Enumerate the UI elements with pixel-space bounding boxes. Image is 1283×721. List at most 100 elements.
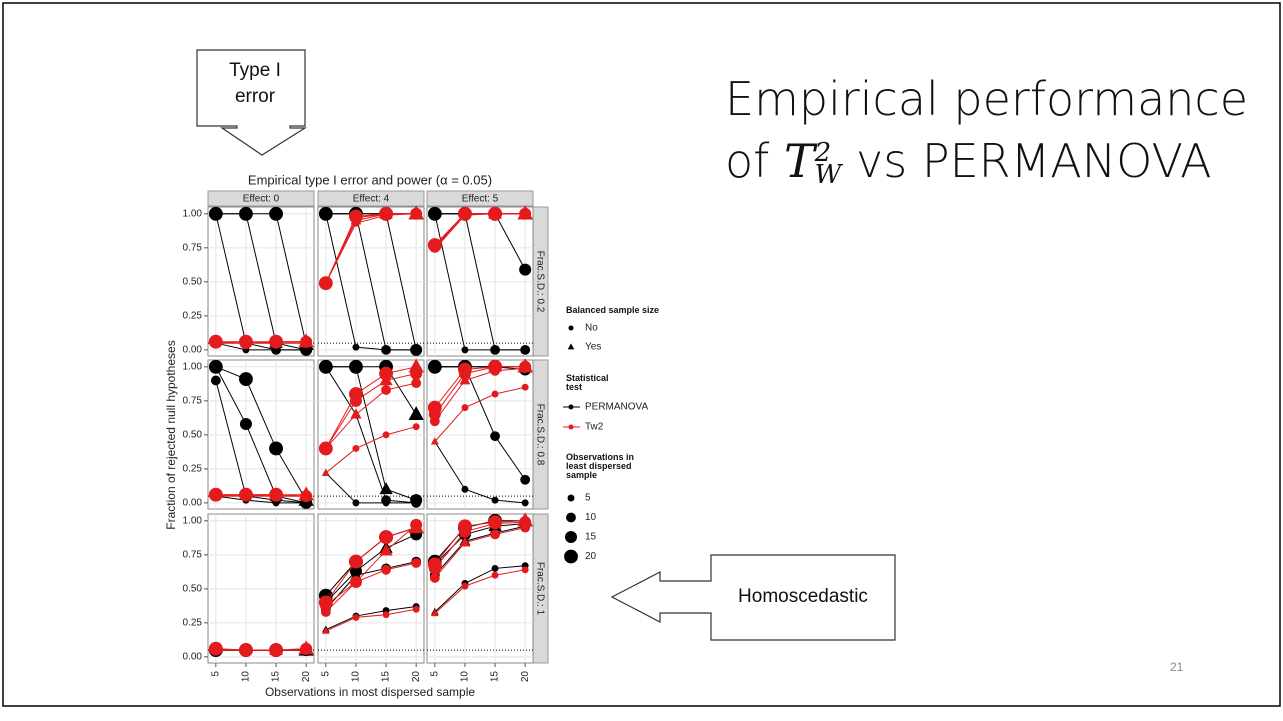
data-point <box>382 611 390 619</box>
data-point <box>459 536 471 547</box>
series-line <box>325 524 417 606</box>
data-point <box>239 487 253 502</box>
series-line <box>434 569 526 614</box>
data-point <box>427 359 442 374</box>
series-line <box>215 213 307 345</box>
title-math: T <box>783 134 815 188</box>
legend-title: Statistical test <box>566 373 609 392</box>
facet-label: Frac.S.D.: 0.2 <box>534 251 545 313</box>
data-point <box>431 609 439 617</box>
data-point <box>517 358 533 373</box>
series-line <box>215 494 307 497</box>
facet-label: Effect: 0 <box>243 194 280 205</box>
legend-size <box>567 494 575 502</box>
data-point <box>491 571 499 579</box>
legend-label: Tw2 <box>585 422 604 433</box>
data-point <box>461 582 469 590</box>
data-point <box>379 482 393 495</box>
slide-frame <box>2 2 1281 707</box>
data-point <box>350 408 362 419</box>
series-line <box>325 366 417 415</box>
data-point <box>490 431 500 442</box>
data-point <box>429 573 440 583</box>
facet-label: Frac.S.D.: 1 <box>534 562 545 616</box>
data-point <box>461 485 469 493</box>
legend-title: Observations in least dispersed sample <box>566 452 635 480</box>
legend-label: 5 <box>585 493 591 504</box>
y-tick-label: 0.25 <box>183 310 203 321</box>
data-point <box>517 512 533 527</box>
facet-strip <box>207 190 315 207</box>
data-point <box>379 206 393 221</box>
series-line <box>434 386 526 442</box>
callout-text: Homoscedastic <box>738 586 868 607</box>
x-tick-label: 20 <box>301 671 312 683</box>
legend-label: Yes <box>585 342 601 353</box>
x-tick-label: 5 <box>320 671 331 677</box>
data-point <box>352 444 360 452</box>
data-point <box>352 613 360 621</box>
data-point <box>318 276 333 291</box>
x-tick-label: 10 <box>241 671 252 683</box>
data-point <box>208 641 223 656</box>
x-tick-label: 15 <box>490 671 501 683</box>
y-tick-label: 1.00 <box>183 208 203 219</box>
data-point <box>352 499 360 507</box>
data-point <box>411 558 422 568</box>
legend-label: 15 <box>585 532 597 543</box>
callout-arrow-down <box>196 49 308 156</box>
data-point <box>408 519 424 534</box>
y-tick-label: 0.50 <box>183 276 203 287</box>
data-point <box>349 554 363 569</box>
data-point <box>352 343 360 351</box>
legend-size <box>564 549 578 564</box>
data-point <box>461 404 469 412</box>
y-tick-label: 0.75 <box>183 549 203 560</box>
data-point <box>458 519 472 534</box>
data-point <box>412 605 420 613</box>
data-point <box>381 344 391 355</box>
data-point <box>517 205 533 220</box>
data-point <box>381 564 391 575</box>
legend-symbol <box>568 424 574 430</box>
legend-symbol <box>567 343 575 350</box>
data-point <box>521 566 529 574</box>
data-point <box>208 206 223 221</box>
title-sup: 2 <box>814 138 832 168</box>
data-point <box>490 529 500 540</box>
y-axis-label: Fraction of rejected null hypotheses <box>164 340 178 529</box>
data-point <box>208 487 223 502</box>
title-text: Empirical performance of <box>725 72 1249 188</box>
data-point <box>349 209 363 224</box>
data-point <box>318 441 333 456</box>
x-axis-label: Observations in most dispersed sample <box>265 685 475 699</box>
data-point <box>322 626 330 634</box>
data-point <box>427 557 442 572</box>
data-point <box>210 375 221 386</box>
series-line <box>325 606 417 631</box>
y-tick-label: 1.00 <box>183 361 203 372</box>
legend-label: 10 <box>585 512 597 523</box>
series-line <box>325 366 417 504</box>
data-point <box>491 496 499 504</box>
data-point <box>318 359 333 374</box>
facet-strip <box>426 190 534 207</box>
data-point <box>208 334 223 349</box>
data-point <box>491 390 499 398</box>
y-tick-label: 0.00 <box>183 652 203 663</box>
y-tick-label: 0.00 <box>183 345 203 356</box>
callout-text: Type I error <box>229 60 281 107</box>
series-line <box>215 648 307 651</box>
series-line <box>215 495 307 504</box>
data-point <box>491 564 499 572</box>
data-point <box>239 417 252 430</box>
data-point <box>458 362 472 377</box>
series-line <box>434 366 526 408</box>
data-point <box>298 486 314 501</box>
x-tick-label: 5 <box>429 671 440 677</box>
legend-size <box>564 530 578 544</box>
series-line <box>325 472 417 504</box>
data-point <box>461 346 469 354</box>
data-point <box>318 206 333 221</box>
